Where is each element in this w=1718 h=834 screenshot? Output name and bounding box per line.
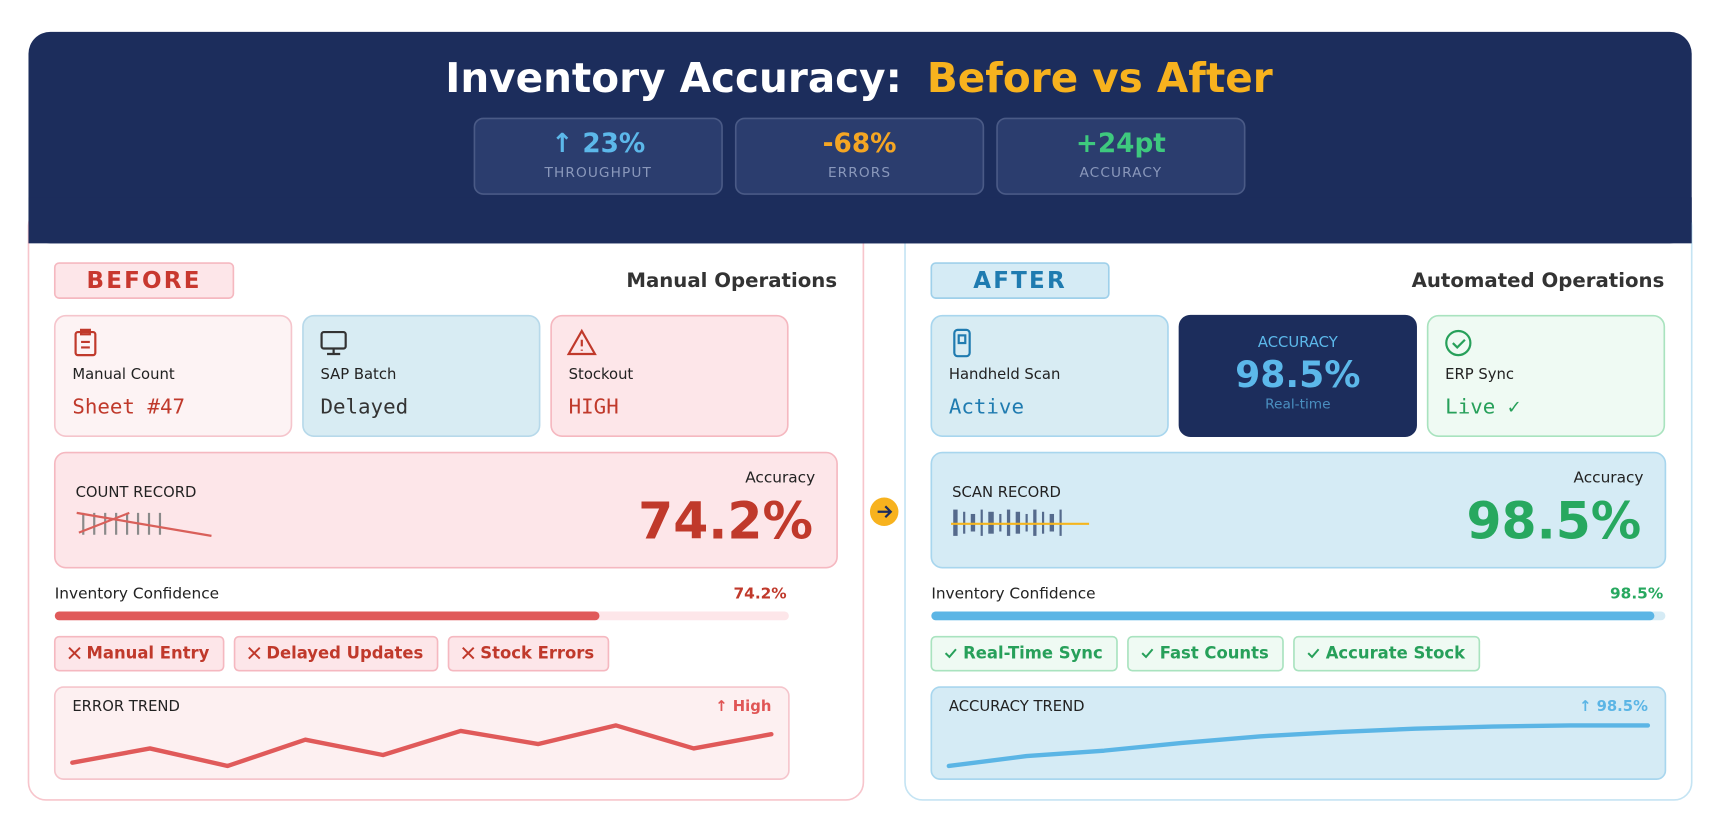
tag [447, 635, 610, 672]
trend-note: ↑ High [715, 698, 771, 715]
card-label: ERP Sync [1445, 366, 1514, 383]
tag [1293, 635, 1481, 672]
trend-box [53, 686, 790, 780]
tag [53, 635, 225, 672]
record-metric: 74.2% [638, 491, 813, 550]
tag-icon [68, 646, 81, 660]
card-label: Handheld Scan [949, 366, 1061, 383]
trend-label: ACCURACY TREND [949, 698, 1085, 715]
card-value: Delayed [320, 395, 408, 419]
card-icon [566, 328, 597, 356]
title-main: Inventory Accuracy: [445, 54, 902, 102]
card-icon [957, 334, 967, 345]
tally-strike [76, 511, 212, 537]
stat-label: THROUGHPUT [544, 165, 652, 181]
panel-heading: Manual Operations [626, 269, 837, 292]
stat-value: -68% [823, 129, 897, 159]
status-card [1426, 314, 1666, 437]
record-metric-label: Accuracy [1574, 468, 1644, 486]
stat-card [734, 117, 985, 195]
badge-text: BEFORE [87, 268, 202, 294]
tag [1127, 635, 1284, 672]
tag-icon [1141, 648, 1154, 659]
panel-heading: Automated Operations [1412, 269, 1665, 292]
card-icon [79, 328, 91, 349]
tag [233, 635, 439, 672]
trend-note: ↑ 98.5% [1579, 698, 1648, 715]
card-icon [327, 348, 341, 356]
record-box [53, 451, 838, 569]
status-card [302, 314, 541, 437]
stat-card [996, 117, 1246, 195]
record-metric-label: Accuracy [745, 468, 815, 486]
confidence-label: Inventory Confidence [931, 584, 1095, 602]
confidence-value: 98.5% [1610, 584, 1663, 602]
card-value: Active [949, 395, 1024, 419]
title-highlight: Before vs After [927, 54, 1273, 102]
card-value: Sheet #47 [72, 395, 185, 419]
tag-text: Stock Errors [480, 644, 594, 663]
tag-icon [462, 646, 475, 660]
confidence-value: 74.2% [733, 584, 786, 602]
confidence-bar [54, 611, 600, 621]
status-card [930, 314, 1169, 437]
stat-label: ACCURACY [1079, 165, 1162, 181]
record-label: COUNT RECORD [76, 484, 197, 501]
confidence-bar [931, 611, 1655, 621]
title: Inventory Accuracy: Before vs After [445, 54, 1272, 102]
card-label: Stockout [569, 366, 634, 383]
card-label: ACCURACY [1258, 334, 1339, 351]
card-icon [1445, 329, 1472, 357]
transition-arrow-icon [877, 505, 893, 519]
tag-text: Real-Time Sync [963, 644, 1103, 663]
trend-line [70, 723, 774, 769]
confidence-label: Inventory Confidence [55, 584, 219, 602]
tag-text: Fast Counts [1160, 644, 1269, 663]
badge [930, 262, 1110, 299]
trend-line [946, 723, 1651, 769]
stat-label: ERRORS [828, 165, 891, 181]
card-label: SAP Batch [320, 366, 396, 383]
badge-text: AFTER [973, 268, 1067, 294]
tag-icon [944, 648, 957, 659]
status-card [1178, 314, 1417, 437]
trend-label: ERROR TREND [72, 698, 180, 715]
tag-icon [1307, 648, 1320, 659]
record-box [930, 451, 1667, 569]
stat-value: +24pt [1076, 129, 1166, 159]
stat-card [473, 117, 723, 195]
tag [930, 635, 1118, 672]
stat-value: ↑ 23% [551, 129, 645, 159]
card-icon [953, 328, 971, 358]
card-label: Manual Count [72, 366, 175, 383]
tag-text: Accurate Stock [1326, 644, 1466, 663]
badge [53, 262, 235, 299]
tag-icon [248, 646, 261, 660]
header-bg-base [28, 197, 1692, 244]
tag-text: Delayed Updates [266, 644, 423, 663]
card-value: HIGH [569, 395, 619, 419]
record-label: SCAN RECORD [952, 484, 1061, 501]
card-sub: Real-time [1265, 396, 1330, 412]
card-value: 98.5% [1235, 353, 1360, 396]
card-icon [74, 330, 97, 357]
card-value: Live ✓ [1445, 395, 1520, 419]
tag-text: Manual Entry [87, 644, 210, 663]
card-icon [1452, 338, 1466, 349]
status-card [53, 314, 293, 437]
record-metric: 98.5% [1466, 491, 1641, 550]
status-card [550, 314, 789, 437]
